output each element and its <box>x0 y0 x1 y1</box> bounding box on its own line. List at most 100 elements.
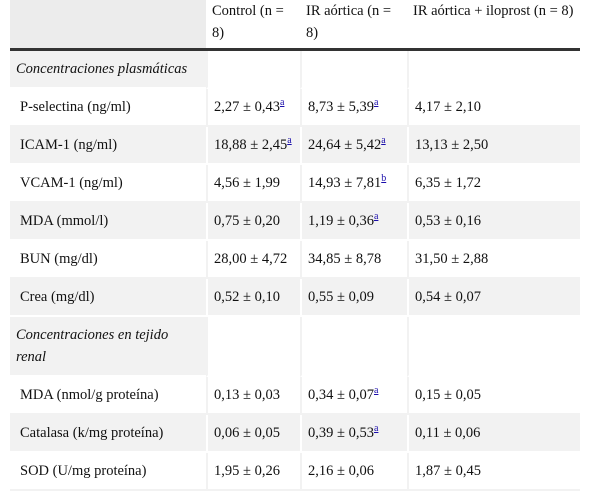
value-text: 0,11 ± 0,06 <box>415 425 481 441</box>
value-text: 1,95 ± 0,26 <box>214 463 280 479</box>
row-label: VCAM-1 (ng/ml) <box>10 165 206 203</box>
value-text: 4,56 ± 1,99 <box>214 175 280 191</box>
value-cell: 4,17 ± 2,10 <box>407 89 580 127</box>
value-cell: 4,56 ± 1,99 <box>206 165 300 203</box>
value-cell: 0,53 ± 0,16 <box>407 203 580 241</box>
value-cell: 0,55 ± 0,09 <box>300 279 407 317</box>
value-cell: 14,93 ± 7,81b <box>300 165 407 203</box>
value-text: 2,27 ± 0,43 <box>214 99 280 115</box>
value-cell: 2,27 ± 0,43a <box>206 89 300 127</box>
value-cell: 13,13 ± 2,50 <box>407 127 580 165</box>
section-title: Concentraciones plasmáticas <box>10 51 206 89</box>
value-text: 6,35 ± 1,72 <box>415 175 481 191</box>
value-text: 1,87 ± 0,45 <box>415 463 481 479</box>
section-empty-cell <box>300 51 407 89</box>
value-text: 0,53 ± 0,16 <box>415 213 481 229</box>
footnote-link[interactable]: a <box>373 385 379 397</box>
header-ir-aortica: IR aórtica (n = 8) <box>300 0 407 51</box>
footnote-marker: a <box>287 132 291 146</box>
value-text: 24,64 ± 5,42 <box>308 137 382 153</box>
row-label: MDA (nmol/g proteína) <box>10 377 206 415</box>
value-cell: 0,34 ± 0,07a <box>300 377 407 415</box>
footnote-marker: a <box>374 382 378 396</box>
section-row: Concentraciones plasmáticas <box>10 51 580 89</box>
footnote-link[interactable]: a <box>373 97 379 109</box>
section-empty-cell <box>206 51 300 89</box>
value-text: 28,00 ± 4,72 <box>214 251 288 267</box>
table-row: VCAM-1 (ng/ml) 4,56 ± 1,99 14,93 ± 7,81b 6,… <box>10 165 580 203</box>
row-label: MDA (mmol/l) <box>10 203 206 241</box>
value-text: 0,39 ± 0,53 <box>308 425 374 441</box>
row-label: Catalasa (k/mg proteína) <box>10 415 206 453</box>
table-row: ICAM-1 (ng/ml) 18,88 ± 2,45a 24,64 ± 5,42a… <box>10 127 580 165</box>
value-cell: 8,73 ± 5,39a <box>300 89 407 127</box>
section-empty-cell <box>407 51 580 89</box>
value-cell: 28,00 ± 4,72 <box>206 241 300 279</box>
footnote-marker: a <box>374 420 378 434</box>
section-row: Concentraciones en tejido renal <box>10 317 580 377</box>
table-header: Control (n = 8) IR aórtica (n = 8) IR aó… <box>10 0 580 51</box>
table-row: MDA (mmol/l) 0,75 ± 0,20 1,19 ± 0,36a 0,53 … <box>10 203 580 241</box>
header-corner <box>10 0 206 51</box>
value-cell: 0,75 ± 0,20 <box>206 203 300 241</box>
value-cell: 0,06 ± 0,05 <box>206 415 300 453</box>
footnote-link[interactable]: a <box>287 135 292 147</box>
footnote-link[interactable]: a <box>373 211 379 223</box>
value-text: 0,55 ± 0,09 <box>308 289 374 305</box>
section-empty-cell <box>206 317 300 377</box>
table-row: BUN (mg/dl) 28,00 ± 4,72 34,85 ± 8,78 31,50… <box>10 241 580 279</box>
row-label: Crea (mg/dl) <box>10 279 206 317</box>
value-cell: 1,87 ± 0,45 <box>407 453 580 491</box>
value-cell: 24,64 ± 5,42a <box>300 127 407 165</box>
value-text: 2,16 ± 0,06 <box>308 463 374 479</box>
value-text: 13,13 ± 2,50 <box>415 137 489 153</box>
table-row: Crea (mg/dl) 0,52 ± 0,10 0,55 ± 0,09 0,54 ±… <box>10 279 580 317</box>
section-empty-cell <box>300 317 407 377</box>
value-text: 8,73 ± 5,39 <box>308 99 374 115</box>
footnote-marker: a <box>374 94 378 108</box>
value-cell: 6,35 ± 1,72 <box>407 165 580 203</box>
value-cell: 0,15 ± 0,05 <box>407 377 580 415</box>
value-cell: 0,11 ± 0,06 <box>407 415 580 453</box>
value-text: 0,52 ± 0,10 <box>214 289 280 305</box>
footnote-marker: b <box>381 170 386 184</box>
value-text: 34,85 ± 8,78 <box>308 251 382 267</box>
table-row: SOD (U/mg proteína) 1,95 ± 0,26 2,16 ± 0,0… <box>10 453 580 491</box>
footnote-marker: a <box>280 94 284 108</box>
footnote-link[interactable]: a <box>381 135 386 147</box>
value-text: 31,50 ± 2,88 <box>415 251 489 267</box>
section-title: Concentraciones en tejido renal <box>10 317 206 377</box>
table-row: Catalasa (k/mg proteína) 0,06 ± 0,05 0,39 … <box>10 415 580 453</box>
section-empty-cell <box>407 317 580 377</box>
value-text: 14,93 ± 7,81 <box>308 175 382 191</box>
value-text: 0,34 ± 0,07 <box>308 387 374 403</box>
row-label: SOD (U/mg proteína) <box>10 453 206 491</box>
value-text: 1,19 ± 0,36 <box>308 213 374 229</box>
value-text: 0,75 ± 0,20 <box>214 213 280 229</box>
value-cell: 31,50 ± 2,88 <box>407 241 580 279</box>
value-cell: 0,52 ± 0,10 <box>206 279 300 317</box>
footnote-marker: a <box>381 132 385 146</box>
table-body: Concentraciones plasmáticas P-selectina (… <box>10 51 580 491</box>
value-text: 0,15 ± 0,05 <box>415 387 481 403</box>
value-text: 4,17 ± 2,10 <box>415 99 481 115</box>
row-label: ICAM-1 (ng/ml) <box>10 127 206 165</box>
footnote-link[interactable]: a <box>279 97 285 109</box>
header-ir-iloprost: IR aórtica + iloprost (n = 8) <box>407 0 580 51</box>
footnote-link[interactable]: b <box>381 173 387 185</box>
footnote-link[interactable]: a <box>373 423 379 435</box>
value-text: 0,13 ± 0,03 <box>214 387 280 403</box>
value-cell: 0,13 ± 0,03 <box>206 377 300 415</box>
results-table: Control (n = 8) IR aórtica (n = 8) IR aó… <box>10 0 580 491</box>
value-text: 0,06 ± 0,05 <box>214 425 280 441</box>
value-cell: 0,39 ± 0,53a <box>300 415 407 453</box>
row-label: P-selectina (ng/ml) <box>10 89 206 127</box>
header-control: Control (n = 8) <box>206 0 300 51</box>
value-text: 18,88 ± 2,45 <box>214 137 288 153</box>
value-cell: 18,88 ± 2,45a <box>206 127 300 165</box>
value-text: 0,54 ± 0,07 <box>415 289 481 305</box>
table-row: P-selectina (ng/ml) 2,27 ± 0,43a 8,73 ± 5,… <box>10 89 580 127</box>
value-cell: 1,95 ± 0,26 <box>206 453 300 491</box>
table-row: MDA (nmol/g proteína) 0,13 ± 0,03 0,34 ± 0… <box>10 377 580 415</box>
value-cell: 0,54 ± 0,07 <box>407 279 580 317</box>
